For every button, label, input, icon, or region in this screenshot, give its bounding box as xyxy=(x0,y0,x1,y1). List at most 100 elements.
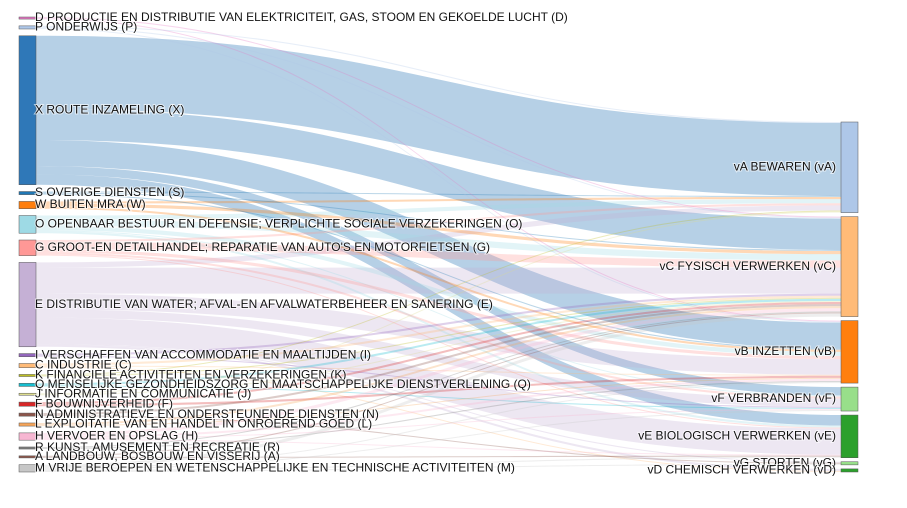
link xyxy=(36,375,841,407)
node xyxy=(18,363,37,368)
node-label: F BOUWNIJVERHEID (F) xyxy=(35,396,173,410)
node-label: S OVERIGE DIENSTEN (S) xyxy=(35,185,184,199)
link xyxy=(36,317,841,455)
node-label: vC FYSISCH VERWERKEN (vC) xyxy=(660,259,836,273)
node-label: C INDUSTRIE (C) xyxy=(35,358,132,372)
link xyxy=(36,300,841,396)
link xyxy=(36,293,841,356)
node xyxy=(18,239,37,256)
link xyxy=(36,108,841,250)
node xyxy=(18,374,37,377)
node xyxy=(18,353,37,357)
link xyxy=(36,26,841,219)
link xyxy=(36,25,841,124)
link xyxy=(36,456,841,471)
node xyxy=(18,262,37,348)
node-label: vF VERBRANDEN (vF) xyxy=(711,391,836,405)
link xyxy=(36,249,841,360)
link xyxy=(36,295,841,366)
node-label: vB INZETTEN (vB) xyxy=(735,344,836,358)
link xyxy=(36,211,841,395)
node xyxy=(18,215,37,234)
link xyxy=(36,199,841,220)
node-label: X ROUTE INZAMELING (X) xyxy=(35,102,184,116)
node-label: vE BIOLOGISCH VERWERKEN (vE) xyxy=(638,429,836,443)
link xyxy=(36,27,841,323)
link xyxy=(36,191,841,197)
node-label: I VERSCHAFFEN VAN ACCOMMODATIE EN MAALTI… xyxy=(35,347,371,361)
link xyxy=(36,254,841,429)
link xyxy=(36,193,841,350)
node-label: G GROOT-EN DETAILHANDEL; REPARATIE VAN A… xyxy=(35,240,490,254)
node-label: Q MENSELIJKE GEZONDHEIDSZORG EN MAATSCHA… xyxy=(35,377,531,391)
link xyxy=(36,382,841,469)
node-label: M VRIJE BEROEPEN EN WETENSCHAPPELIJKE EN… xyxy=(35,461,515,475)
node-label: O OPENBAAR BESTUUR EN DEFENSIE; VERPLICH… xyxy=(35,217,522,231)
link xyxy=(36,219,841,261)
node xyxy=(18,464,37,473)
link xyxy=(36,293,841,375)
link xyxy=(36,196,841,204)
link xyxy=(36,415,841,464)
node xyxy=(840,121,859,213)
link xyxy=(36,308,841,437)
node xyxy=(18,455,37,459)
labels: D PRODUCTIE EN DISTRIBUTIE VAN ELEKTRICI… xyxy=(34,9,837,477)
link xyxy=(36,344,841,471)
node xyxy=(18,422,37,427)
link xyxy=(36,231,841,428)
link xyxy=(36,203,841,243)
node xyxy=(18,16,37,20)
link xyxy=(36,306,841,426)
link xyxy=(36,304,841,416)
link xyxy=(36,377,841,427)
link xyxy=(36,378,841,439)
node-label: E DISTRIBUTIE VAN WATER; AFVAL-EN AFVALW… xyxy=(35,297,493,311)
node xyxy=(840,461,859,466)
link xyxy=(36,192,841,251)
node xyxy=(18,401,37,407)
node xyxy=(840,414,859,459)
link xyxy=(36,267,841,294)
node-label: J INFORMATIE EN COMMUNICATIE (J) xyxy=(35,386,251,400)
link xyxy=(36,410,841,470)
node xyxy=(18,201,37,209)
node-label: P ONDERWIJS (P) xyxy=(35,20,137,34)
link xyxy=(36,455,841,458)
link xyxy=(36,312,841,457)
node-label: W BUITEN MRA (W) xyxy=(35,197,146,211)
node-label: D PRODUCTIE EN DISTRIBUTIE VAN ELEKTRICI… xyxy=(35,10,568,24)
link xyxy=(36,365,841,376)
node-label: L EXPLOITATIE VAN EN HANDEL IN ONROEREND… xyxy=(35,417,372,431)
node xyxy=(18,383,37,387)
node-label: K FINANCIELE ACTIVITEITEN EN VERZEKERING… xyxy=(35,368,346,382)
link xyxy=(36,463,841,472)
link xyxy=(36,203,841,255)
link xyxy=(36,230,841,397)
node xyxy=(18,35,37,185)
link xyxy=(36,139,841,349)
node xyxy=(18,392,37,396)
node-label: N ADMINISTRATIEVE EN ONDERSTEUNENDE DIEN… xyxy=(35,407,379,421)
link xyxy=(36,225,841,357)
node-label: vD CHEMISCH VERWERKEN (vD) xyxy=(648,463,836,477)
link xyxy=(36,366,841,472)
link xyxy=(36,210,841,376)
node xyxy=(18,446,37,450)
link xyxy=(36,313,841,468)
link xyxy=(36,355,841,408)
link xyxy=(36,205,841,268)
link xyxy=(36,343,841,463)
node xyxy=(840,320,859,384)
link xyxy=(36,206,841,352)
link xyxy=(36,165,841,396)
link xyxy=(36,298,841,386)
node xyxy=(840,216,859,317)
node-label: vA BEWAREN (vA) xyxy=(734,159,836,173)
link xyxy=(36,242,841,268)
link xyxy=(36,385,841,409)
nodes xyxy=(18,16,859,473)
node xyxy=(18,191,37,195)
link xyxy=(36,302,841,405)
